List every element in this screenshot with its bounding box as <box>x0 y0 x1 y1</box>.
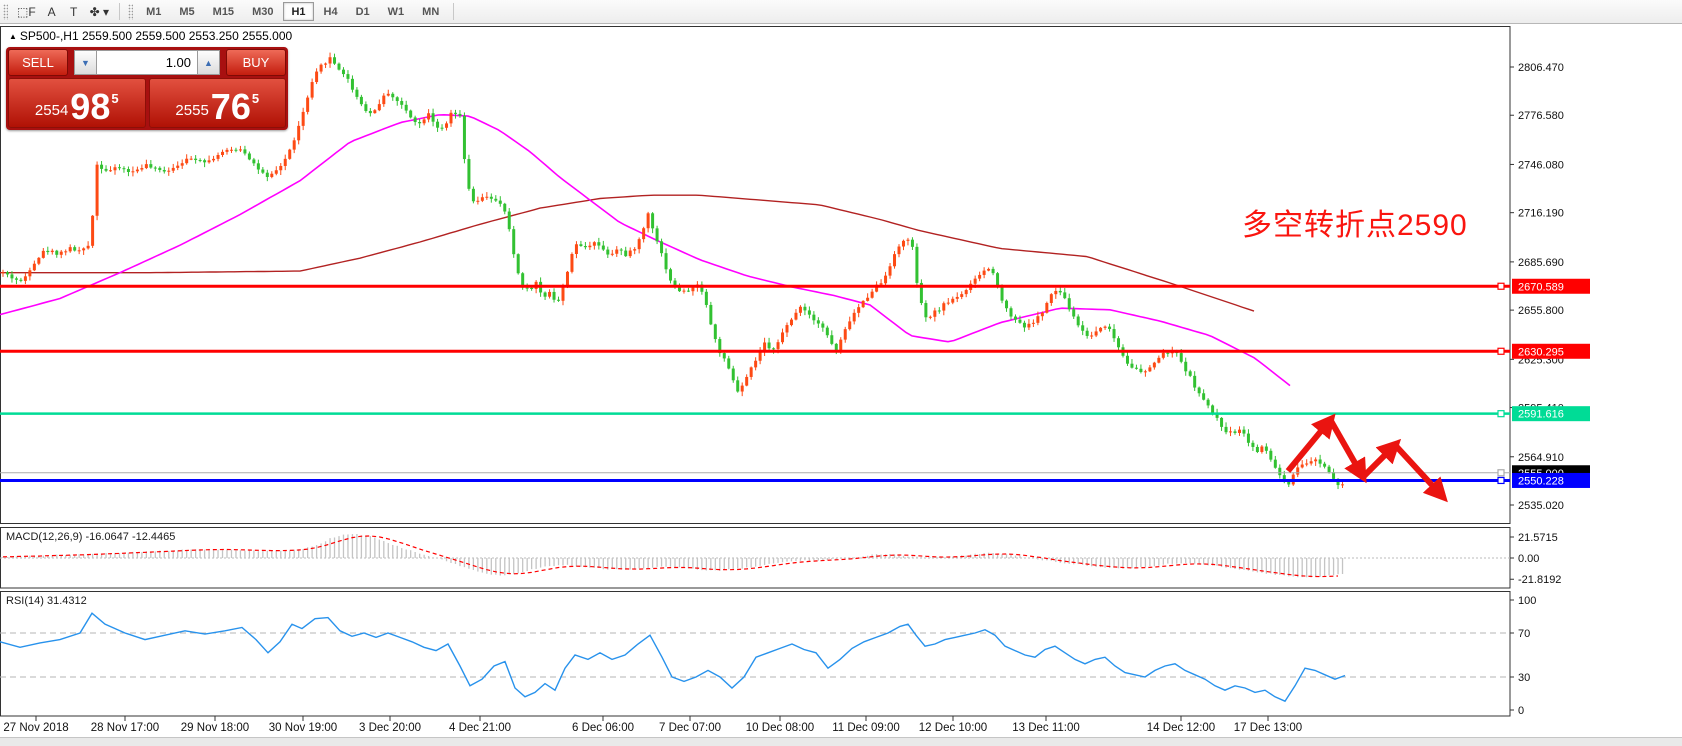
shapes-tool-icon[interactable]: ✤ ▾ <box>85 2 114 21</box>
price-badge-text: 2591.616 <box>1518 409 1564 421</box>
time-tick: 30 Nov 19:00 <box>269 722 337 734</box>
top-toolbar: ⬚F A T ✤ ▾ M1 M5 M15 M30 H1 H4 D1 W1 MN <box>0 0 1682 24</box>
pane-border <box>0 26 1511 524</box>
price-badge-text: 2550.228 <box>1518 475 1564 487</box>
buy-price-display[interactable]: 2555 76 5 <box>148 78 286 128</box>
level-node[interactable] <box>1497 410 1505 418</box>
volume-stepper: ▼ 1.00 ▲ <box>74 50 220 75</box>
time-tick: 4 Dec 21:00 <box>449 722 511 734</box>
chart-title-text: SP500-,H1 2559.500 2559.500 2553.250 255… <box>19 29 293 43</box>
level-node[interactable] <box>1497 347 1505 355</box>
macd-histogram <box>2 533 1344 578</box>
price-tick: 2655.800 <box>1518 305 1564 317</box>
time-tick: 7 Dec 07:00 <box>659 722 721 734</box>
time-tick: 14 Dec 12:00 <box>1147 722 1215 734</box>
ma-fast-line <box>0 113 1291 387</box>
macd-signal-line <box>2 535 1339 578</box>
forecast-arrow[interactable] <box>1285 413 1336 473</box>
turning-point-annotation: 多空转折点2590 <box>1242 209 1468 242</box>
one-click-trading-panel: SELL ▼ 1.00 ▲ BUY 2554 98 5 2555 76 5 <box>6 47 288 130</box>
volume-increase-button[interactable]: ▲ <box>197 50 220 75</box>
timeframe-m30[interactable]: M30 <box>244 2 281 21</box>
price-tick: 2776.580 <box>1518 110 1564 122</box>
fibonacci-tool-icon[interactable]: ⬚F <box>12 2 41 21</box>
level-node[interactable] <box>1497 469 1505 477</box>
price-badge <box>1512 472 1590 488</box>
toolbar-grip-2[interactable] <box>128 3 134 20</box>
rsi-tick: 30 <box>1518 672 1530 684</box>
volume-input[interactable]: 1.00 <box>97 50 197 75</box>
forecast-arrow[interactable] <box>1328 419 1367 484</box>
rsi-label: RSI(14) 31.4312 <box>6 595 87 607</box>
price-badge-text: 2630.295 <box>1518 346 1564 358</box>
buy-price-sup: 5 <box>251 91 260 106</box>
forecast-arrow[interactable] <box>1360 438 1402 480</box>
time-tick: 11 Dec 09:00 <box>832 722 900 734</box>
macd-label: MACD(12,26,9) -16.0647 -12.4465 <box>6 531 176 543</box>
time-tick: 10 Dec 08:00 <box>746 722 814 734</box>
level-node[interactable] <box>1497 282 1505 290</box>
rsi-tick: 0 <box>1518 705 1524 717</box>
buy-price-big: 76 <box>210 86 251 127</box>
time-tick: 6 Dec 06:00 <box>572 722 634 734</box>
time-tick: 29 Nov 18:00 <box>181 722 249 734</box>
price-tick: 2685.690 <box>1518 257 1564 269</box>
chart-title: ▲ SP500-,H1 2559.500 2559.500 2553.250 25… <box>9 29 292 43</box>
level-node[interactable] <box>1497 476 1505 485</box>
time-tick: 17 Dec 13:00 <box>1234 722 1302 734</box>
candles <box>1 52 1345 490</box>
rsi-tick: 70 <box>1518 628 1530 640</box>
drawing-tools: ⬚F A T ✤ ▾ <box>12 2 114 21</box>
macd-tick: 0.00 <box>1518 553 1539 565</box>
toolbar-separator <box>119 3 121 20</box>
time-tick: 27 Nov 2018 <box>3 722 68 734</box>
sell-price-display[interactable]: 2554 98 5 <box>8 78 146 128</box>
price-badge-text: 2670.589 <box>1518 281 1564 293</box>
forecast-arrow[interactable] <box>1393 443 1448 503</box>
price-badge <box>1512 278 1590 294</box>
timeframe-d1[interactable]: D1 <box>348 2 378 21</box>
price-badge <box>1512 406 1590 422</box>
ma-slow-line <box>0 194 1255 312</box>
macd-tick: -21.8192 <box>1518 574 1561 586</box>
price-badge <box>1512 343 1590 359</box>
macd-tick: 21.5715 <box>1518 532 1558 544</box>
sell-price-big: 98 <box>70 86 111 127</box>
timeframe-h1[interactable]: H1 <box>283 2 314 21</box>
price-tick: 2806.470 <box>1518 62 1564 74</box>
rsi-tick: 100 <box>1518 595 1536 607</box>
timeframe-m1[interactable]: M1 <box>138 2 169 21</box>
sell-price-sup: 5 <box>111 91 119 106</box>
collapse-arrow-icon[interactable]: ▲ <box>9 32 17 41</box>
buy-price-prefix: 2555 <box>175 102 209 119</box>
rsi-line <box>0 612 1346 703</box>
toolbar-grip[interactable] <box>3 3 8 20</box>
arrow-label-tool-icon[interactable]: A <box>41 2 63 21</box>
sell-button[interactable]: SELL <box>8 49 68 76</box>
time-tick: 3 Dec 20:00 <box>359 722 421 734</box>
timeframe-mn[interactable]: MN <box>414 2 447 21</box>
time-tick: 12 Dec 10:00 <box>919 722 987 734</box>
price-tick: 2535.020 <box>1518 500 1564 512</box>
timeframe-w1[interactable]: W1 <box>380 2 413 21</box>
buy-button[interactable]: BUY <box>226 49 286 76</box>
time-tick: 13 Dec 11:00 <box>1012 722 1080 734</box>
price-tick: 2564.910 <box>1518 452 1564 464</box>
timeframe-buttons: M1 M5 M15 M30 H1 H4 D1 W1 MN <box>137 2 448 21</box>
timeframe-h4[interactable]: H4 <box>316 2 346 21</box>
price-tick: 2746.080 <box>1518 159 1564 171</box>
sell-price-prefix: 2554 <box>34 102 69 119</box>
pane-border <box>0 591 1511 717</box>
text-tool-icon[interactable]: T <box>63 2 85 21</box>
toolbar-separator-2 <box>453 3 455 20</box>
timeframe-m5[interactable]: M5 <box>171 2 202 21</box>
time-tick: 28 Nov 17:00 <box>91 722 159 734</box>
volume-decrease-button[interactable]: ▼ <box>74 50 97 75</box>
price-tick: 2716.190 <box>1518 208 1564 220</box>
timeframe-m15[interactable]: M15 <box>205 2 242 21</box>
status-strip <box>0 737 1682 746</box>
